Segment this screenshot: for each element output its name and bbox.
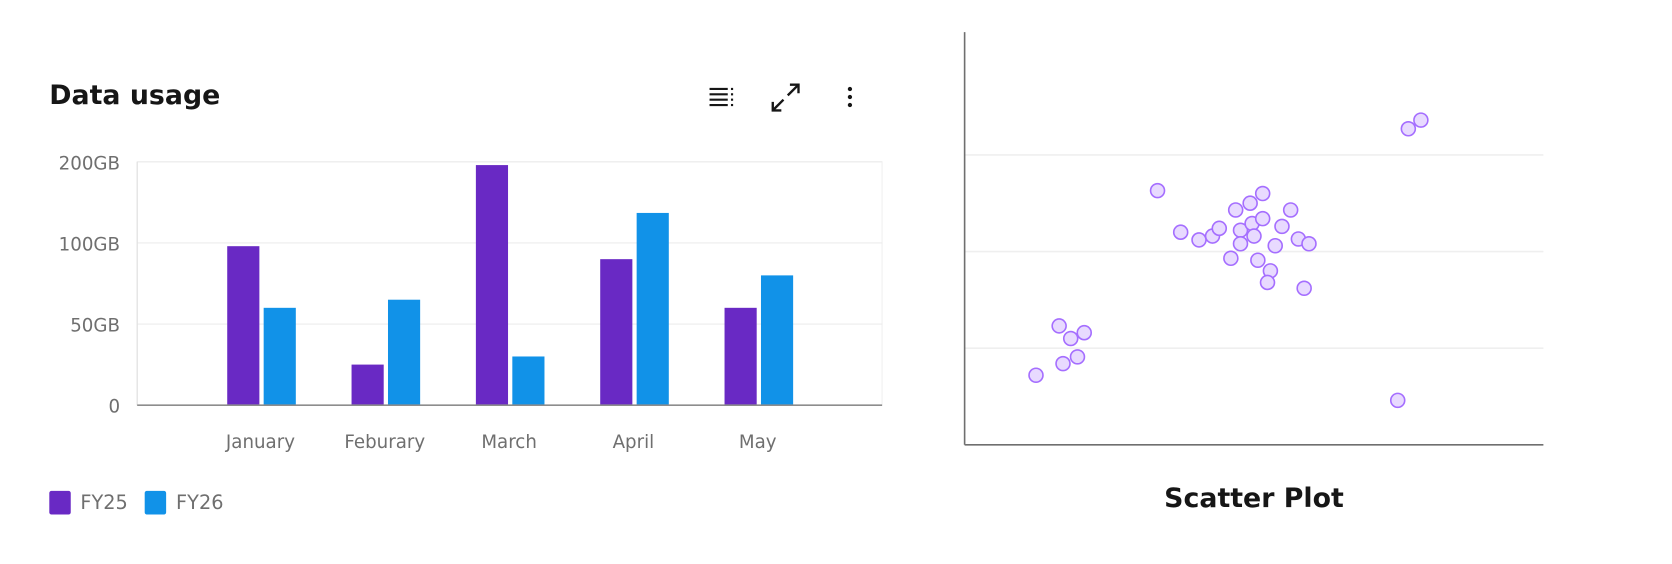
x-tick-label: March: [481, 432, 537, 453]
overflow-menu-button[interactable]: [832, 79, 868, 115]
scatter-point: [1282, 202, 1299, 218]
scatter-point: [1274, 218, 1290, 235]
scatter-point: [1254, 185, 1271, 202]
bar-fy26-feburary: [387, 299, 421, 406]
scatter-point: [1254, 210, 1271, 227]
x-tick-label: Feburary: [344, 432, 425, 453]
scatter-point: [1267, 237, 1283, 254]
scatter-point: [1389, 392, 1406, 409]
scatter-point: [1413, 112, 1429, 128]
bar-fy26-march: [512, 356, 545, 406]
bar-fy26-april: [636, 212, 669, 406]
scatter-point: [1290, 231, 1307, 247]
scatter-point: [1296, 280, 1312, 297]
bar-fy26-may: [760, 275, 794, 406]
legend-list-button[interactable]: [703, 79, 739, 115]
scatter-point: [1301, 236, 1317, 252]
x-tick-label: April: [613, 432, 655, 453]
maximize-button[interactable]: [767, 79, 803, 115]
bar-fy25-may: [724, 307, 757, 406]
scatter-point: [1191, 232, 1207, 248]
scatter-chart-title: Scatter Plot: [1164, 482, 1344, 514]
legend-swatch-fy26: [144, 490, 167, 515]
legend-swatch-fy25: [49, 490, 71, 515]
bar-fy25-january: [227, 246, 260, 406]
scatter-point: [1223, 250, 1239, 267]
scatter-point: [1250, 252, 1266, 268]
bar-fy25-feburary: [351, 364, 384, 406]
scatter-point: [1069, 349, 1086, 365]
x-tick-label: May: [739, 432, 777, 453]
scatter-point: [1400, 121, 1417, 137]
legend-item-fy25[interactable]: FY25: [49, 490, 128, 515]
y-tick-label: 200GB: [59, 153, 120, 174]
legend-item-fy26[interactable]: FY26: [144, 490, 224, 515]
scatter-point: [1076, 324, 1093, 341]
scatter-point: [1246, 228, 1262, 244]
y-tick-label: 50GB: [70, 316, 120, 337]
bar-fy25-march: [475, 165, 509, 406]
scatter-point: [1242, 195, 1258, 211]
scatter-point: [1204, 228, 1221, 244]
bar-chart: 0 50GB 100GB 200GB January Feburary March April…: [59, 153, 883, 453]
scatter-point: [1051, 318, 1067, 334]
overflow-menu-vertical-icon: [847, 86, 853, 108]
bar-fy26-january: [263, 307, 296, 406]
scatter-point: [1259, 274, 1276, 291]
maximize-icon: [771, 83, 800, 112]
scatter-point: [1244, 215, 1260, 232]
x-tick-label: January: [225, 432, 295, 453]
scatter-point: [1062, 330, 1079, 347]
bar-fy25-april: [600, 259, 633, 406]
scatter-point: [1028, 367, 1044, 383]
scatter-point: [1149, 182, 1166, 199]
legend-label: FY25: [80, 491, 128, 514]
y-tick-label: 0: [108, 397, 120, 418]
scatter-point: [1262, 263, 1279, 279]
scatter-point: [1055, 355, 1071, 372]
scatter-point: [1232, 222, 1249, 239]
scatter-point: [1232, 236, 1249, 252]
y-tick-label: 100GB: [59, 234, 120, 255]
bar-chart-title: Data usage: [49, 79, 221, 111]
legend-label: FY26: [176, 491, 224, 514]
scatter-point: [1211, 220, 1228, 237]
scatter-point: [1172, 224, 1189, 240]
bar-chart-legend: FY25 FY26: [49, 490, 240, 515]
legend-list-icon: [709, 87, 734, 107]
scatter-point: [1227, 202, 1244, 218]
